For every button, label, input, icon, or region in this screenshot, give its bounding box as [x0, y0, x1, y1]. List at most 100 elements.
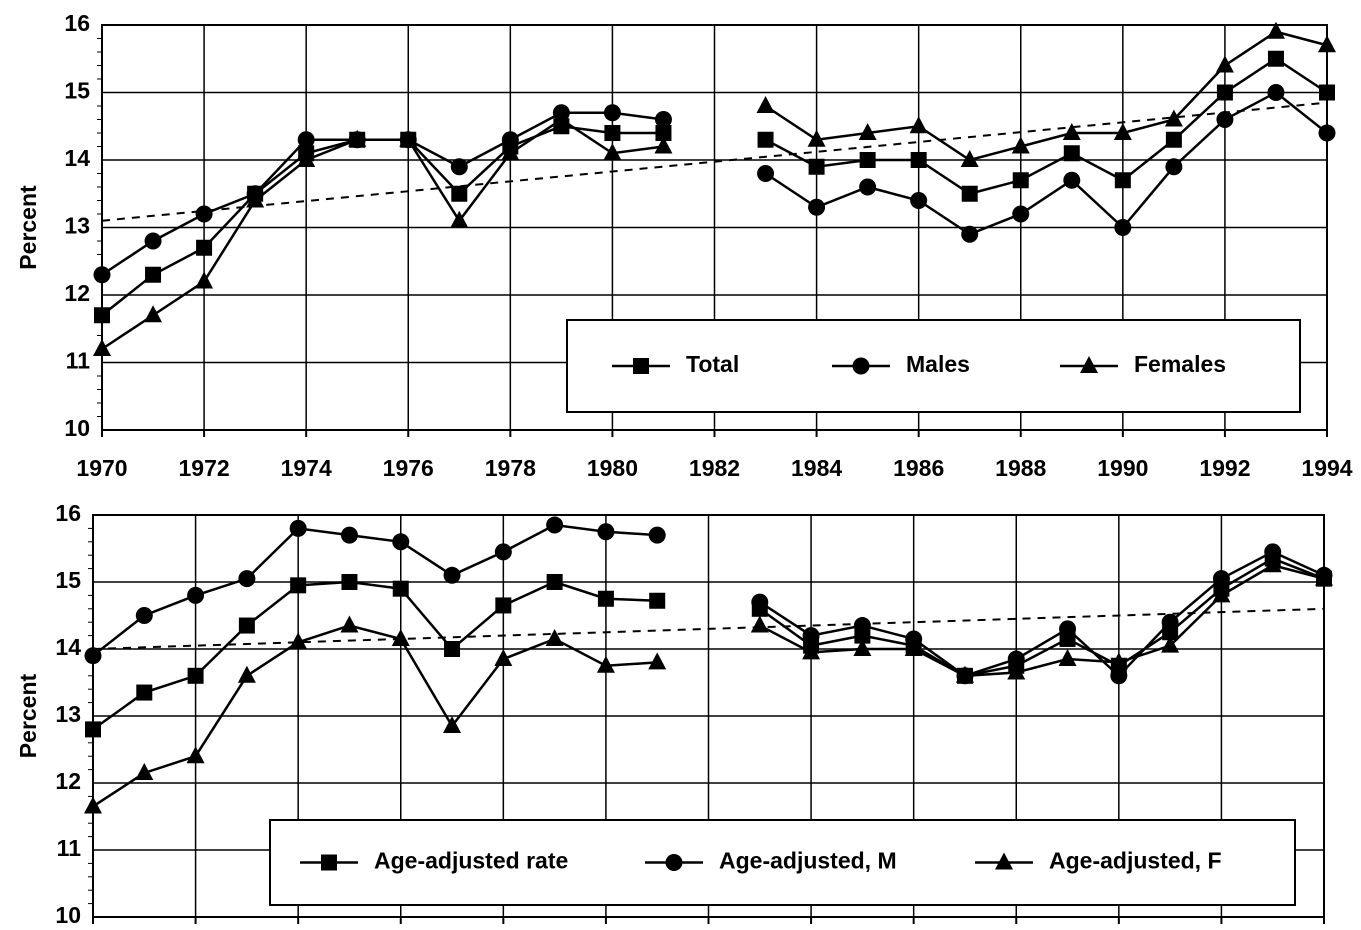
y-tick-label: 16 [64, 10, 90, 36]
marker [391, 628, 410, 646]
x-tick-label: 1986 [893, 455, 944, 481]
marker [93, 339, 111, 356]
marker [654, 136, 673, 154]
marker [1263, 555, 1282, 573]
marker [1267, 50, 1284, 67]
marker [290, 577, 307, 594]
marker [144, 232, 162, 250]
marker [552, 109, 571, 127]
legend-box [269, 819, 1296, 906]
marker [187, 586, 205, 604]
marker [859, 152, 876, 168]
series-line [92, 563, 1325, 808]
marker [321, 854, 337, 871]
marker [196, 239, 213, 256]
legend-label: Age-adjusted rate [374, 848, 568, 874]
marker [1212, 585, 1231, 603]
marker [93, 266, 111, 284]
y-tick-label: 14 [55, 634, 81, 660]
marker [597, 523, 615, 541]
marker [84, 647, 102, 665]
marker [904, 639, 923, 656]
marker [135, 607, 153, 624]
marker [1012, 205, 1030, 223]
legend-label: Total [686, 351, 739, 377]
x-tick-label: 1974 [281, 455, 332, 481]
marker [802, 627, 820, 645]
marker [910, 192, 928, 209]
x-tick-label: 1992 [1199, 455, 1250, 481]
marker [859, 178, 877, 196]
marker [1212, 570, 1230, 588]
marker [1007, 650, 1025, 668]
marker [1318, 35, 1336, 53]
marker [195, 205, 213, 223]
marker [451, 185, 468, 202]
marker [85, 721, 101, 738]
marker [546, 574, 563, 590]
marker [910, 152, 927, 168]
marker [808, 158, 825, 175]
marker [145, 266, 162, 283]
marker [348, 129, 367, 147]
marker [136, 684, 153, 701]
marker [1012, 172, 1029, 189]
x-tick-label: 1990 [1097, 455, 1148, 481]
marker [399, 129, 418, 147]
marker [297, 131, 315, 149]
marker [444, 641, 461, 657]
marker [1161, 613, 1179, 631]
marker [655, 125, 672, 141]
marker [1215, 55, 1234, 73]
marker [955, 665, 974, 683]
x-tick-label: 1982 [689, 455, 740, 481]
marker [238, 617, 255, 634]
marker [1319, 84, 1335, 101]
marker [1216, 111, 1234, 128]
marker [995, 852, 1013, 870]
marker [289, 632, 308, 650]
marker [648, 526, 666, 544]
marker [1216, 84, 1233, 101]
y-tick-label: 15 [64, 78, 90, 104]
marker [807, 129, 826, 147]
marker [144, 305, 163, 323]
marker [495, 597, 512, 614]
marker [186, 746, 205, 764]
marker [1113, 123, 1132, 140]
marker [757, 131, 774, 148]
marker [909, 116, 928, 134]
marker [802, 642, 821, 660]
y-tick-label: 12 [64, 280, 90, 306]
y-tick-label: 16 [55, 500, 81, 526]
marker [392, 580, 409, 597]
marker [1059, 620, 1077, 638]
legend-label: Age-adjusted, M [719, 848, 897, 874]
marker [750, 615, 769, 633]
marker [961, 225, 979, 243]
marker [450, 158, 468, 176]
marker [1315, 568, 1333, 586]
x-tick-label: 1988 [995, 455, 1046, 481]
marker [633, 358, 649, 374]
marker [187, 667, 204, 684]
legend-label: Age-adjusted, F [1049, 848, 1222, 874]
marker [297, 150, 316, 167]
marker [443, 566, 461, 584]
marker [238, 570, 256, 588]
marker [494, 543, 512, 561]
marker [960, 150, 979, 167]
marker [649, 592, 666, 609]
marker [1063, 145, 1080, 162]
marker [603, 104, 621, 122]
marker [1080, 356, 1098, 373]
marker [858, 123, 877, 140]
marker [1007, 662, 1026, 680]
marker [1011, 136, 1030, 154]
marker [596, 655, 615, 673]
x-tick-label: 1970 [76, 455, 127, 481]
marker [1062, 123, 1081, 140]
trend-line [92, 607, 1325, 650]
marker [665, 854, 683, 871]
